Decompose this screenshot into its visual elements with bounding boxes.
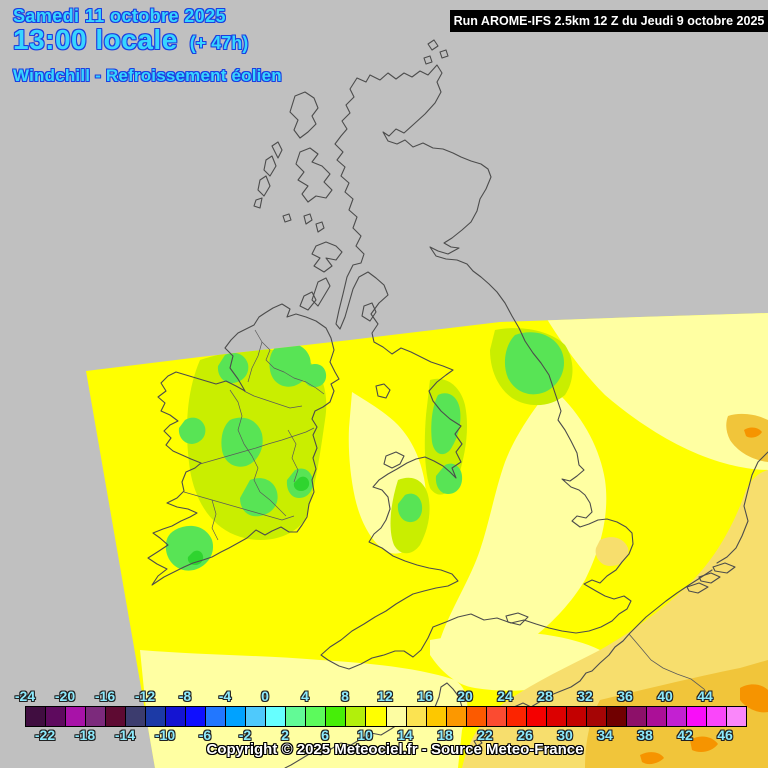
colorbar-cell — [626, 707, 646, 726]
date-line: Samedi 11 octobre 2025 — [13, 6, 226, 26]
colorbar-cell — [26, 707, 46, 726]
colorbar-cell — [346, 707, 366, 726]
colorbar-cell — [686, 707, 706, 726]
colorbar-cell — [486, 707, 506, 726]
colorbar-cell — [606, 707, 626, 726]
colorbar-label: 2 — [281, 727, 289, 743]
colorbar-label: 18 — [437, 727, 453, 743]
colorbar-cell — [226, 707, 246, 726]
colorbar-label: 46 — [717, 727, 733, 743]
colorbar-label: -18 — [74, 727, 96, 743]
colorbar-label: 4 — [301, 688, 309, 704]
colorbar-label: 26 — [517, 727, 533, 743]
colorbar-cell — [286, 707, 306, 726]
colorbar-label: -14 — [114, 727, 136, 743]
colorbar-cell — [46, 707, 66, 726]
time-line: 13:00 locale (+ 47h) — [13, 24, 248, 56]
copyright-notice: Copyright © 2025 Meteociel.fr - Source M… — [206, 741, 584, 758]
colorbar-label: -6 — [198, 727, 212, 743]
colorbar-cell — [386, 707, 406, 726]
colorbar-cell — [706, 707, 726, 726]
colorbar-label: 34 — [597, 727, 613, 743]
colorbar-label: -12 — [134, 688, 156, 704]
colorbar-cell — [366, 707, 386, 726]
colorbar-cell — [726, 707, 746, 726]
colorbar-cell — [326, 707, 346, 726]
model-run-banner: Run AROME-IFS 2.5km 12 Z du Jeudi 9 octo… — [450, 10, 768, 32]
colorbar-label: 14 — [397, 727, 413, 743]
coastline-isle-of-man — [375, 383, 391, 399]
colorbar-cell — [86, 707, 106, 726]
colorbar-cell — [446, 707, 466, 726]
colorbar-cell — [106, 707, 126, 726]
colorbar-cell — [426, 707, 446, 726]
colorbar-label: -20 — [54, 688, 76, 704]
colorbar-cell — [186, 707, 206, 726]
coastline-hebrides — [253, 91, 377, 322]
colorbar-cell — [506, 707, 526, 726]
colorbar-cell — [546, 707, 566, 726]
coastline-orkney — [423, 39, 449, 65]
colorbar — [25, 706, 747, 727]
colorbar-label: 20 — [457, 688, 473, 704]
colorbar-label: 42 — [677, 727, 693, 743]
colorbar-cell — [306, 707, 326, 726]
county-borders — [183, 329, 325, 541]
coastline-continent — [716, 451, 768, 564]
colorbar-cell — [646, 707, 666, 726]
colorbar-cell — [146, 707, 166, 726]
colorbar-label: 30 — [557, 727, 573, 743]
colorbar-label: 38 — [637, 727, 653, 743]
coastline-ireland — [147, 303, 340, 586]
colorbar-cell — [126, 707, 146, 726]
coastline-great-britain — [320, 64, 634, 670]
colorbar-cell — [66, 707, 86, 726]
colorbar-label: 0 — [261, 688, 269, 704]
colorbar-label: 36 — [617, 688, 633, 704]
colorbar-label: 16 — [417, 688, 433, 704]
colorbar-label: 24 — [497, 688, 513, 704]
colorbar-label: -2 — [238, 727, 252, 743]
colorbar-cell — [206, 707, 226, 726]
colorbar-label: -22 — [34, 727, 56, 743]
colorbar-cell — [406, 707, 426, 726]
colorbar-label: 6 — [321, 727, 329, 743]
coastline-channel-island — [473, 738, 483, 747]
colorbar-label: -4 — [218, 688, 232, 704]
colorbar-cell — [166, 707, 186, 726]
local-time: 13:00 locale — [13, 24, 178, 55]
colorbar-cell — [666, 707, 686, 726]
colorbar-label: 44 — [697, 688, 713, 704]
colorbar-label: 10 — [357, 727, 373, 743]
colorbar-cell — [586, 707, 606, 726]
colorbar-cell — [466, 707, 486, 726]
colorbar-label: 40 — [657, 688, 673, 704]
colorbar-label: -24 — [14, 688, 36, 704]
colorbar-label: 8 — [341, 688, 349, 704]
colorbar-cell — [526, 707, 546, 726]
parameter-label: Windchill - Refroissement éolien — [13, 66, 282, 85]
data-region — [86, 313, 768, 768]
colorbar-label: 32 — [577, 688, 593, 704]
colorbar-label: -8 — [178, 688, 192, 704]
forecast-offset: (+ 47h) — [189, 33, 249, 53]
coastline-anglesey — [383, 451, 405, 469]
colorbar-label: -10 — [154, 727, 176, 743]
colorbar-label: 28 — [537, 688, 553, 704]
colorbar-label: 12 — [377, 688, 393, 704]
colorbar-label: -16 — [94, 688, 116, 704]
colorbar-cell — [246, 707, 266, 726]
colorbar-label: 22 — [477, 727, 493, 743]
coastline-isle-of-wight — [505, 612, 529, 626]
colorbar-cell — [566, 707, 586, 726]
border-france-belgium — [628, 633, 713, 702]
colorbar-cell — [266, 707, 286, 726]
coastline-delta-islands — [686, 562, 736, 594]
